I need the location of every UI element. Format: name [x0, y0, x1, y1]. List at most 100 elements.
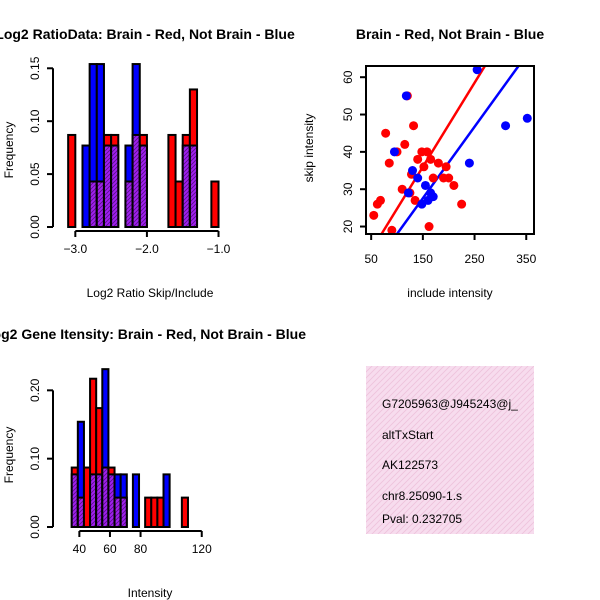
ratio-histogram-bar: [174, 180, 184, 228]
ratio-histogram-overlap-bar: [181, 144, 191, 229]
info-event-id: G7205963@J945243@j_: [382, 397, 518, 411]
intensity-histogram-axes: 40 60 80 120 0.00 0.10 0.20: [28, 378, 212, 556]
scatter-point-brain: [433, 158, 443, 168]
intensity-histogram-bar: [162, 473, 171, 528]
ratio-histogram-overlap-bar: [110, 144, 120, 229]
intensity-histogram-ylabel: Frequency: [2, 427, 16, 484]
ratio-histogram-overlap-bar: [88, 180, 98, 228]
scatter-point-brain: [441, 162, 451, 172]
scatter-x-tick-label: 350: [516, 252, 536, 266]
intensity-histogram-overlap-bar: [119, 496, 128, 529]
scatter-point-brain: [428, 173, 438, 183]
scatter-point-brain: [400, 139, 410, 149]
ratio-histogram-x-tick-label: −3.0: [63, 242, 87, 256]
ratio-histogram-bars: [67, 63, 220, 229]
ratio-histogram-title: Log2 RatioData: Brain - Red, Not Brain -…: [0, 26, 295, 42]
scatter-point-not-brain: [389, 147, 399, 157]
intensity-histogram-panel: Log2 Gene Itensity: Brain - Red, Not Bra…: [0, 326, 306, 600]
intensity-histogram-y-tick-label: 0.20: [28, 378, 42, 402]
scatter-point-not-brain: [501, 121, 511, 131]
ratio-histogram-xlabel: Log2 Ratio Skip/Include: [87, 286, 214, 300]
scatter-point-brain: [381, 128, 391, 138]
ratio-histogram-x-tick-label: −1.0: [207, 242, 231, 256]
scatter-point-brain: [384, 158, 394, 168]
ratio-histogram-y-tick-label: 0.15: [28, 56, 42, 80]
scatter-point-not-brain: [428, 192, 438, 202]
ratio-histogram-y-tick-label: 0.10: [28, 109, 42, 133]
intensity-histogram-x-tick-label: 80: [134, 542, 148, 556]
ratio-histogram-overlap-bar: [188, 144, 199, 229]
scatter-point-brain: [422, 147, 432, 157]
scatter-xlabel: include intensity: [407, 286, 492, 300]
scatter-point-not-brain: [522, 113, 532, 123]
ratio-histogram-overlap-bar: [124, 180, 134, 228]
ratio-histogram-overlap-bar: [102, 144, 113, 229]
intensity-histogram-title: Log2 Gene Itensity: Brain - Red, Not Bra…: [0, 326, 306, 342]
scatter-point-brain: [419, 162, 429, 172]
ratio-histogram-bar: [67, 133, 77, 228]
info-box-background: [366, 366, 534, 534]
scatter-y-tick-label: 30: [341, 182, 355, 196]
intensity-histogram-xlabel: Intensity: [128, 586, 173, 600]
scatter-point-brain: [410, 195, 420, 205]
scatter-x-tick-label: 250: [465, 252, 485, 266]
scatter-point-brain: [409, 121, 419, 131]
ratio-histogram-y-tick-label: 0.00: [28, 215, 42, 239]
info-event-type: altTxStart: [382, 428, 434, 442]
intensity-histogram-bar: [180, 496, 189, 529]
scatter-point-not-brain: [403, 188, 413, 198]
ratio-histogram-overlap-bar: [131, 133, 141, 228]
ratio-histogram-bar: [81, 144, 91, 229]
ratio-histogram-bar: [167, 133, 177, 228]
intensity-histogram-bar: [131, 473, 141, 528]
scatter-fit-lines: [380, 66, 520, 234]
scatter-ylabel: skip intensity: [302, 114, 316, 183]
scatter-title: Brain - Red, Not Brain - Blue: [356, 26, 544, 42]
scatter-point-not-brain: [420, 180, 430, 190]
ratio-histogram-x-tick-label: −2.0: [135, 242, 159, 256]
scatter-point-brain: [444, 173, 454, 183]
scatter-y-tick-label: 60: [341, 70, 355, 84]
info-pval: Pval: 0.232705: [382, 512, 462, 526]
scatter-frame: [365, 65, 535, 235]
scatter-point-brain: [387, 225, 397, 234]
scatter-y-tick-label: 40: [341, 145, 355, 159]
intensity-histogram-x-tick-label: 120: [192, 542, 212, 556]
scatter-panel: Brain - Red, Not Brain - Blue 50 150 250 35…: [302, 26, 544, 300]
ratio-histogram-ylabel: Frequency: [2, 122, 16, 179]
scatter-point-brain: [413, 154, 423, 164]
scatter-point-not-brain: [401, 91, 411, 101]
scatter-point-brain: [426, 154, 436, 164]
intensity-histogram-x-tick-label: 60: [103, 542, 117, 556]
ratio-histogram-panel: Log2 RatioData: Brain - Red, Not Brain -…: [0, 26, 295, 300]
ratio-histogram-overlap-bar: [95, 180, 105, 228]
scatter-axes: 50 150 250 350 20 30 40 50 60: [341, 65, 537, 266]
scatter-point-brain: [369, 210, 379, 220]
scatter-point-not-brain: [408, 166, 418, 176]
scatter-point-brain: [449, 180, 459, 190]
intensity-histogram-x-tick-label: 40: [73, 542, 87, 556]
ratio-histogram-axes: −3.0 −2.0 −1.0 0.00 0.05 0.10 0.15: [28, 56, 231, 256]
scatter-point-brain: [375, 195, 385, 205]
scatter-fit-line-brain: [380, 66, 486, 234]
scatter-point-not-brain: [413, 173, 423, 183]
scatter-point-not-brain: [464, 158, 474, 168]
intensity-histogram-y-tick-label: 0.00: [28, 515, 42, 539]
scatter-points: [369, 66, 532, 234]
info-accession: AK122573: [382, 458, 438, 472]
scatter-x-tick-label: 150: [413, 252, 433, 266]
intensity-histogram-bars: [70, 368, 189, 529]
ratio-histogram-bar: [210, 180, 220, 228]
ratio-histogram-overlap-bar: [138, 144, 148, 229]
scatter-x-tick-label: 50: [364, 252, 378, 266]
scatter-fit-line-not-brain: [396, 66, 520, 234]
scatter-y-tick-label: 50: [341, 108, 355, 122]
scatter-point-brain: [424, 222, 434, 232]
info-probe: chr8.25090-1.s: [382, 489, 462, 503]
scatter-point-not-brain: [472, 66, 482, 75]
intensity-histogram-y-tick-label: 0.10: [28, 447, 42, 471]
ratio-histogram-y-tick-label: 0.05: [28, 162, 42, 186]
scatter-point-brain: [457, 199, 467, 209]
scatter-y-tick-label: 20: [341, 220, 355, 234]
